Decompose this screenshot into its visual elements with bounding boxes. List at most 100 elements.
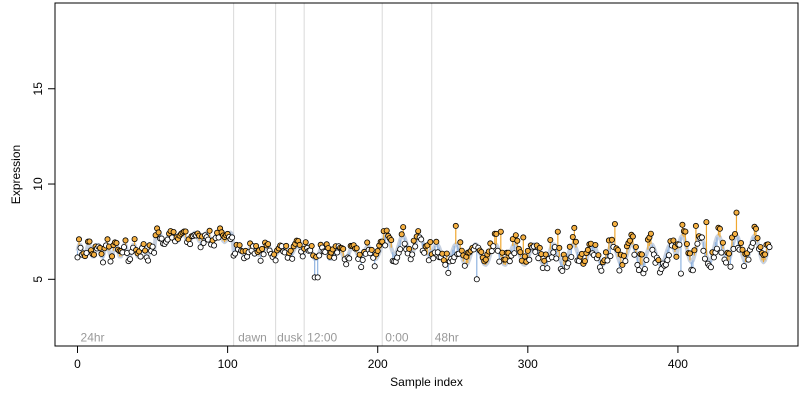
data-point — [641, 266, 648, 273]
data-point — [635, 267, 642, 274]
data-point — [554, 228, 561, 235]
y-axis-title: Expression — [9, 145, 23, 204]
data-point — [401, 240, 408, 247]
data-point — [762, 251, 769, 258]
data-point — [322, 248, 329, 255]
data-point — [452, 222, 459, 229]
data-point — [86, 238, 93, 245]
data-point — [553, 255, 560, 262]
data-point — [550, 249, 557, 256]
data-point — [398, 231, 405, 238]
data-point — [524, 247, 531, 254]
data-point — [726, 250, 733, 257]
data-points — [74, 209, 773, 283]
data-point — [703, 219, 710, 226]
data-point — [750, 239, 757, 246]
data-point — [415, 228, 422, 235]
data-point — [197, 244, 204, 251]
data-point — [109, 253, 116, 260]
data-point — [727, 263, 734, 270]
data-point — [754, 235, 761, 242]
data-point — [382, 242, 389, 249]
data-point — [100, 259, 107, 266]
data-point — [568, 253, 575, 260]
data-point — [676, 241, 683, 248]
data-point — [473, 276, 480, 283]
data-point — [701, 255, 708, 262]
data-point — [418, 236, 425, 243]
data-point — [611, 220, 618, 227]
data-point — [692, 222, 699, 229]
data-point — [677, 270, 684, 277]
data-point — [616, 267, 623, 274]
data-point — [91, 251, 98, 258]
data-point — [682, 228, 689, 235]
data-point — [673, 253, 680, 260]
data-point — [544, 265, 551, 272]
data-point — [283, 242, 290, 249]
data-point — [368, 246, 375, 253]
y-tick-label: 5 — [31, 276, 45, 283]
data-point — [379, 238, 386, 245]
data-point — [679, 221, 686, 228]
data-point — [137, 253, 144, 260]
data-point — [490, 243, 497, 250]
data-point — [716, 225, 723, 232]
data-point — [632, 243, 639, 250]
data-point — [689, 267, 696, 274]
data-point — [710, 254, 717, 261]
data-point — [655, 257, 662, 264]
data-point — [158, 235, 165, 242]
x-tick-label: 100 — [218, 357, 238, 371]
data-point — [346, 255, 353, 262]
data-point — [732, 230, 739, 237]
y-tick-label: 15 — [31, 82, 45, 96]
data-point — [620, 252, 627, 259]
marker-annotation-label: 24hr — [81, 330, 105, 344]
data-point — [421, 249, 428, 256]
data-point — [257, 257, 264, 264]
data-point — [733, 209, 740, 216]
data-point — [253, 242, 260, 249]
x-tick-label: 400 — [668, 357, 688, 371]
data-point — [359, 256, 366, 263]
data-point — [206, 227, 213, 234]
data-point — [232, 250, 239, 257]
data-point — [497, 228, 504, 235]
data-point — [364, 239, 371, 246]
data-point — [631, 251, 638, 258]
data-point — [766, 244, 773, 251]
data-point — [571, 224, 578, 231]
data-point — [388, 237, 395, 244]
data-point — [343, 261, 350, 268]
data-point — [200, 239, 207, 246]
data-point — [517, 249, 524, 256]
data-point — [140, 241, 147, 248]
data-point — [565, 260, 572, 267]
data-point — [536, 244, 543, 251]
marker-annotation-label: dusk — [277, 330, 303, 344]
data-point — [383, 227, 390, 234]
data-point — [520, 234, 527, 241]
data-point — [259, 245, 266, 252]
data-point — [356, 251, 363, 258]
data-point — [302, 239, 309, 246]
data-point — [514, 237, 521, 244]
data-point — [626, 237, 633, 244]
data-point — [595, 252, 602, 259]
data-point — [77, 244, 84, 251]
data-point — [691, 247, 698, 254]
data-point — [542, 251, 549, 258]
x-tick-label: 200 — [368, 357, 388, 371]
data-point — [121, 244, 128, 251]
x-tick-label: 0 — [74, 357, 81, 371]
x-axis-title: Sample index — [390, 375, 463, 389]
data-point — [374, 247, 381, 254]
x-tick-label: 300 — [518, 357, 538, 371]
data-point — [131, 236, 138, 243]
data-point — [272, 257, 279, 264]
data-point — [757, 244, 764, 251]
y-tick-label: 10 — [31, 177, 45, 191]
data-point — [371, 263, 378, 270]
marker-annotation-label: 0:00 — [385, 330, 409, 344]
